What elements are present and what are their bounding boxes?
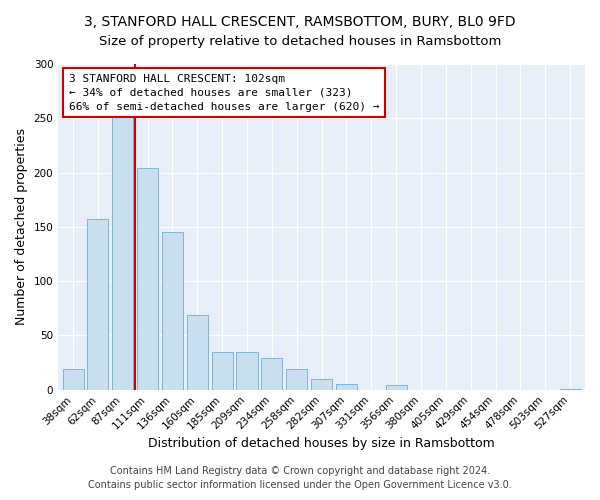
Bar: [236, 352, 257, 390]
X-axis label: Distribution of detached houses by size in Ramsbottom: Distribution of detached houses by size …: [148, 437, 495, 450]
Bar: [137, 168, 158, 390]
Bar: [262, 358, 283, 390]
Bar: [336, 384, 357, 390]
Text: 3, STANFORD HALL CRESCENT, RAMSBOTTOM, BURY, BL0 9FD: 3, STANFORD HALL CRESCENT, RAMSBOTTOM, B…: [84, 15, 516, 29]
Bar: [212, 352, 233, 390]
Bar: [88, 220, 109, 390]
Y-axis label: Number of detached properties: Number of detached properties: [15, 128, 28, 326]
Text: Size of property relative to detached houses in Ramsbottom: Size of property relative to detached ho…: [99, 35, 501, 48]
Bar: [286, 369, 307, 390]
Bar: [112, 117, 133, 390]
Bar: [62, 369, 83, 390]
Bar: [560, 388, 581, 390]
Bar: [187, 315, 208, 390]
Text: Contains HM Land Registry data © Crown copyright and database right 2024.
Contai: Contains HM Land Registry data © Crown c…: [88, 466, 512, 489]
Bar: [311, 379, 332, 390]
Bar: [162, 232, 183, 390]
Bar: [386, 386, 407, 390]
Text: 3 STANFORD HALL CRESCENT: 102sqm
← 34% of detached houses are smaller (323)
66% : 3 STANFORD HALL CRESCENT: 102sqm ← 34% o…: [69, 74, 379, 112]
